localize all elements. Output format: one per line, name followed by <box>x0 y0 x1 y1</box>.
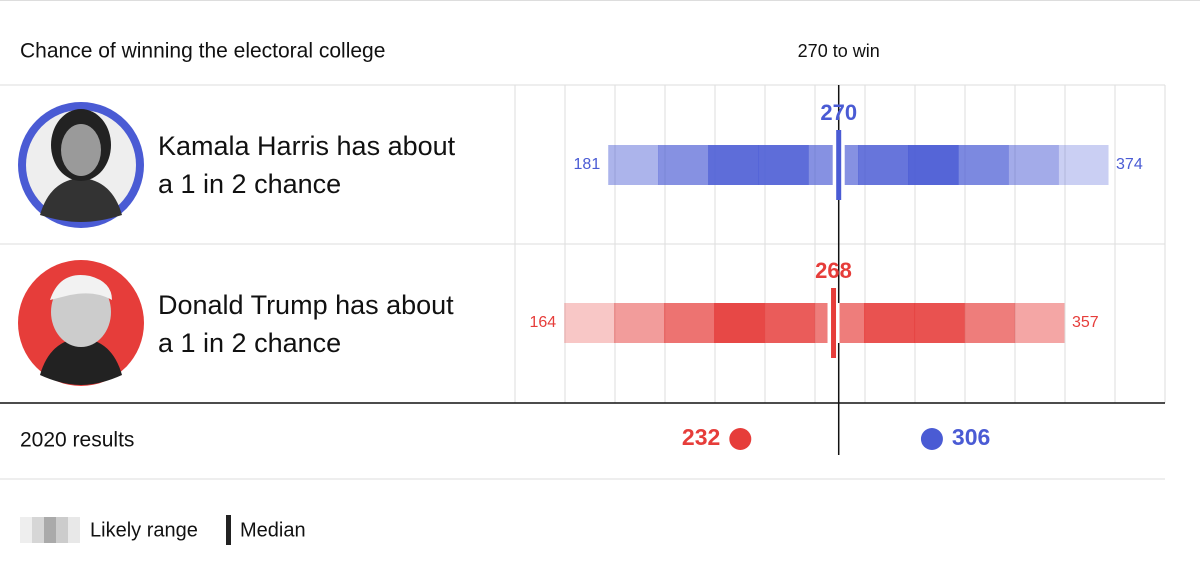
candidate-name: Kamala Harris has about a 1 in 2 chance <box>158 131 456 199</box>
range-segment <box>914 303 965 343</box>
range-segment <box>614 303 665 343</box>
portrait-trump <box>18 260 144 386</box>
range-segment <box>608 145 659 185</box>
range-segment <box>1008 145 1059 185</box>
low-label: 181 <box>574 156 601 173</box>
range-segment <box>958 145 1009 185</box>
result-label: 306 <box>952 424 990 450</box>
result-dot <box>920 428 943 450</box>
portrait-harris <box>18 102 144 228</box>
range-segment <box>908 145 959 185</box>
median-bar <box>831 288 837 358</box>
median-label: 270 <box>820 100 857 125</box>
range-segment <box>758 145 809 185</box>
range-segment <box>1014 303 1065 343</box>
chart-title: Chance of winning the electoral college <box>20 40 385 63</box>
legend-swatch <box>20 517 80 543</box>
median-label: 268 <box>815 258 852 283</box>
range-band <box>608 145 1109 185</box>
result-label: 232 <box>682 424 720 450</box>
range-segment <box>864 303 915 343</box>
range-segment <box>858 145 909 185</box>
median-bar <box>836 130 842 200</box>
range-segment <box>664 303 715 343</box>
range-segment <box>1058 145 1109 185</box>
range-segment <box>714 303 765 343</box>
legend-median-swatch <box>226 515 231 545</box>
plot: 270 to win 270 181 374 268 164 357 232 306 <box>530 41 1143 455</box>
result-dot <box>729 428 752 450</box>
legend-label: Median <box>240 519 306 541</box>
threshold-label: 270 to win <box>798 41 880 61</box>
range-segment <box>564 303 615 343</box>
range-segment <box>658 145 709 185</box>
high-label: 374 <box>1116 156 1143 173</box>
range-segment <box>764 303 815 343</box>
grid <box>514 85 1166 403</box>
legend-label: Likely range <box>90 519 198 541</box>
results-label: 2020 results <box>20 429 134 452</box>
range-band <box>564 303 1065 343</box>
low-label: 164 <box>530 314 557 331</box>
candidate-name: Donald Trump has about a 1 in 2 chance <box>158 290 454 358</box>
range-segment <box>708 145 759 185</box>
high-label: 357 <box>1072 314 1099 331</box>
range-segment <box>964 303 1015 343</box>
